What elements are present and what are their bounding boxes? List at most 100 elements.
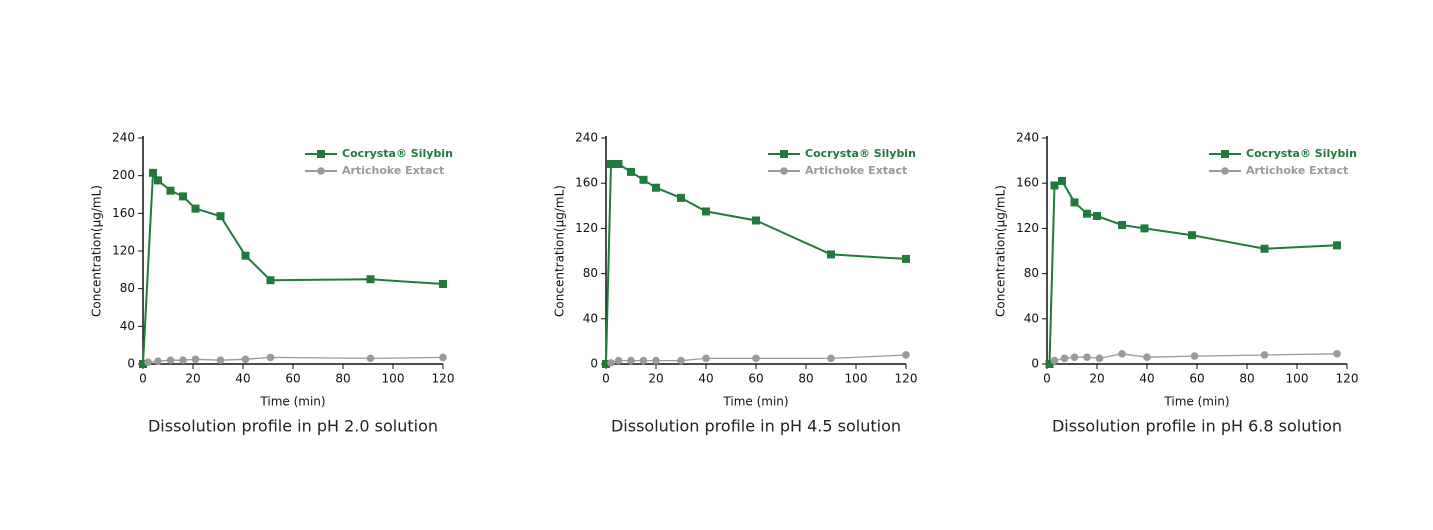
marker [1188,231,1196,240]
marker [677,356,685,365]
marker [602,360,610,368]
marker [1070,198,1079,207]
marker [1083,353,1091,362]
marker [166,186,175,195]
y-tick-label: 40 [1024,311,1039,325]
x-tick-label: 40 [1139,372,1154,386]
marker [366,354,375,363]
y-tick-label: 40 [583,311,598,325]
marker [149,168,157,177]
y-tick-label: 120 [575,221,598,235]
marker [191,204,200,213]
y-tick-label: 200 [112,168,135,182]
marker [366,275,375,284]
y-axis-label: Concentration(μg/mL) [994,185,1008,317]
series-line [605,163,907,365]
y-tick-label: 160 [112,206,135,220]
marker [1140,224,1149,233]
marker [179,192,187,201]
marker [266,353,275,362]
y-tick-label: 160 [1016,176,1039,190]
y-tick-label: 80 [1024,266,1039,280]
legend-label: Cocrysta® Silybin [1246,147,1357,160]
x-tick-label: 40 [698,372,713,386]
marker [752,354,760,363]
legend-label: Cocrysta® Silybin [805,147,916,160]
legend-marker [1221,167,1229,175]
marker [241,251,250,260]
legend-label: Artichoke Extact [805,164,907,177]
marker [1045,360,1054,368]
marker [614,356,623,365]
legend-marker [317,167,325,175]
marker [902,254,910,263]
marker [652,183,660,192]
marker [439,279,447,288]
y-axis-label: Concentration(μg/mL) [90,185,104,317]
marker [702,354,710,363]
chart-title: Dissolution profile in pH 6.8 solution [1052,417,1342,436]
x-tick-label: 20 [648,372,663,386]
y-tick-label: 120 [1016,221,1039,235]
x-tick-label: 60 [1189,372,1204,386]
x-axis-label: Time (min) [722,395,788,409]
marker [1118,221,1126,230]
legend-label: Artichoke Extact [1246,164,1348,177]
y-tick-label: 240 [1016,131,1039,145]
y-axis-label: Concentration(μg/mL) [553,185,567,317]
marker [827,250,835,259]
marker [216,212,225,221]
x-tick-label: 100 [382,372,405,386]
y-tick-label: 0 [590,357,598,371]
marker [1070,353,1079,362]
x-tick-label: 120 [432,372,455,386]
marker [154,176,162,185]
marker [439,353,447,362]
y-tick-label: 240 [112,131,135,145]
y-tick-label: 240 [575,131,598,145]
marker [191,355,200,364]
marker [1050,181,1059,190]
marker [154,357,162,365]
marker [1333,350,1341,358]
x-tick-label: 120 [1336,372,1359,386]
marker [1083,209,1091,218]
marker [1333,241,1341,250]
marker [1060,354,1069,363]
marker [1260,351,1269,359]
marker [1058,176,1066,185]
marker [607,159,615,168]
series-line [1048,179,1338,365]
legend-marker [1221,150,1229,158]
x-tick-label: 100 [1286,372,1309,386]
marker [607,359,615,367]
marker [179,356,187,365]
marker [827,354,835,363]
y-tick-label: 80 [583,266,598,280]
x-tick-label: 0 [602,372,610,386]
x-tick-label: 20 [1089,372,1104,386]
x-tick-label: 40 [235,372,250,386]
y-tick-label: 0 [127,357,135,371]
x-tick-label: 80 [335,372,350,386]
marker [1093,211,1101,220]
marker [266,276,275,285]
x-tick-label: 20 [185,372,200,386]
x-tick-label: 80 [798,372,813,386]
marker [144,358,152,366]
y-tick-label: 40 [120,319,135,333]
x-tick-label: 0 [1043,372,1051,386]
series-line [147,356,444,363]
marker [139,360,147,368]
marker [702,207,710,216]
marker [639,175,648,184]
marker [1260,244,1269,253]
marker [902,351,910,359]
legend-marker [317,150,325,158]
x-tick-label: 80 [1239,372,1254,386]
marker [627,167,635,176]
x-tick-label: 100 [845,372,868,386]
marker [1143,353,1151,362]
x-tick-label: 120 [895,372,918,386]
legend-marker [780,150,788,158]
